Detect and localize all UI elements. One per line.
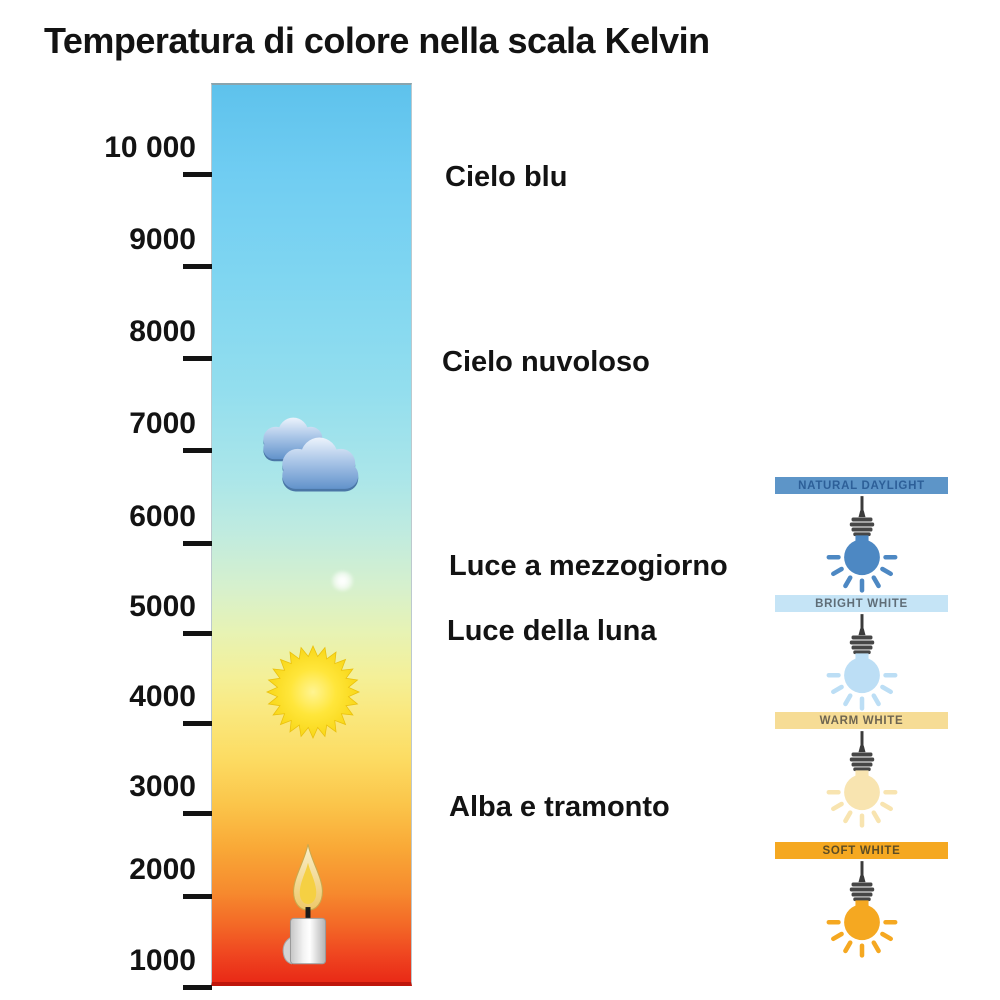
page-title: Temperatura di colore nella scala Kelvin <box>44 20 710 61</box>
scale-label: 4000 <box>129 680 196 713</box>
scale-label: 1000 <box>129 944 196 977</box>
scale-tick <box>183 356 212 361</box>
clouds-icon <box>263 417 359 492</box>
scale-tick <box>183 541 212 546</box>
sun-icon <box>265 644 361 740</box>
moon-icon <box>331 571 354 591</box>
zone-label-alba-e-tramonto: Alba e tramonto <box>449 791 670 823</box>
scale-tick <box>183 985 212 990</box>
candle-icon <box>282 844 327 965</box>
scale-label: 2000 <box>129 853 196 886</box>
scale-label: 9000 <box>129 223 196 256</box>
scale-tick <box>183 894 212 899</box>
kelvin-bar <box>211 83 412 986</box>
scale-tick <box>183 172 212 177</box>
scale-tick <box>183 811 212 816</box>
lightbulb-icon <box>814 861 910 959</box>
bulb-header: WARM WHITE <box>775 712 948 729</box>
scale-label: 3000 <box>129 770 196 803</box>
scale-label: 7000 <box>129 407 196 440</box>
scale-tick <box>183 264 212 269</box>
lightbulb-icon <box>814 496 910 594</box>
scale-tick <box>183 721 212 726</box>
scale-tick <box>183 631 212 636</box>
scale-label: 5000 <box>129 590 196 623</box>
zone-label-luce-della-luna: Luce della luna <box>447 615 657 647</box>
lightbulb-icon <box>814 731 910 829</box>
zone-label-cielo-nuvoloso: Cielo nuvoloso <box>442 346 650 378</box>
bulb-header: BRIGHT WHITE <box>775 595 948 612</box>
lightbulb-icon <box>814 614 910 712</box>
bulb-header: SOFT WHITE <box>775 842 948 859</box>
scale-tick <box>183 448 212 453</box>
zone-label-cielo-blu: Cielo blu <box>445 161 568 193</box>
scale-label: 10 000 <box>104 131 196 164</box>
bulb-header: NATURAL DAYLIGHT <box>775 477 948 494</box>
zone-label-luce-a-mezzogiorno: Luce a mezzogiorno <box>449 550 728 582</box>
scale-label: 8000 <box>129 315 196 348</box>
scale-label: 6000 <box>129 500 196 533</box>
